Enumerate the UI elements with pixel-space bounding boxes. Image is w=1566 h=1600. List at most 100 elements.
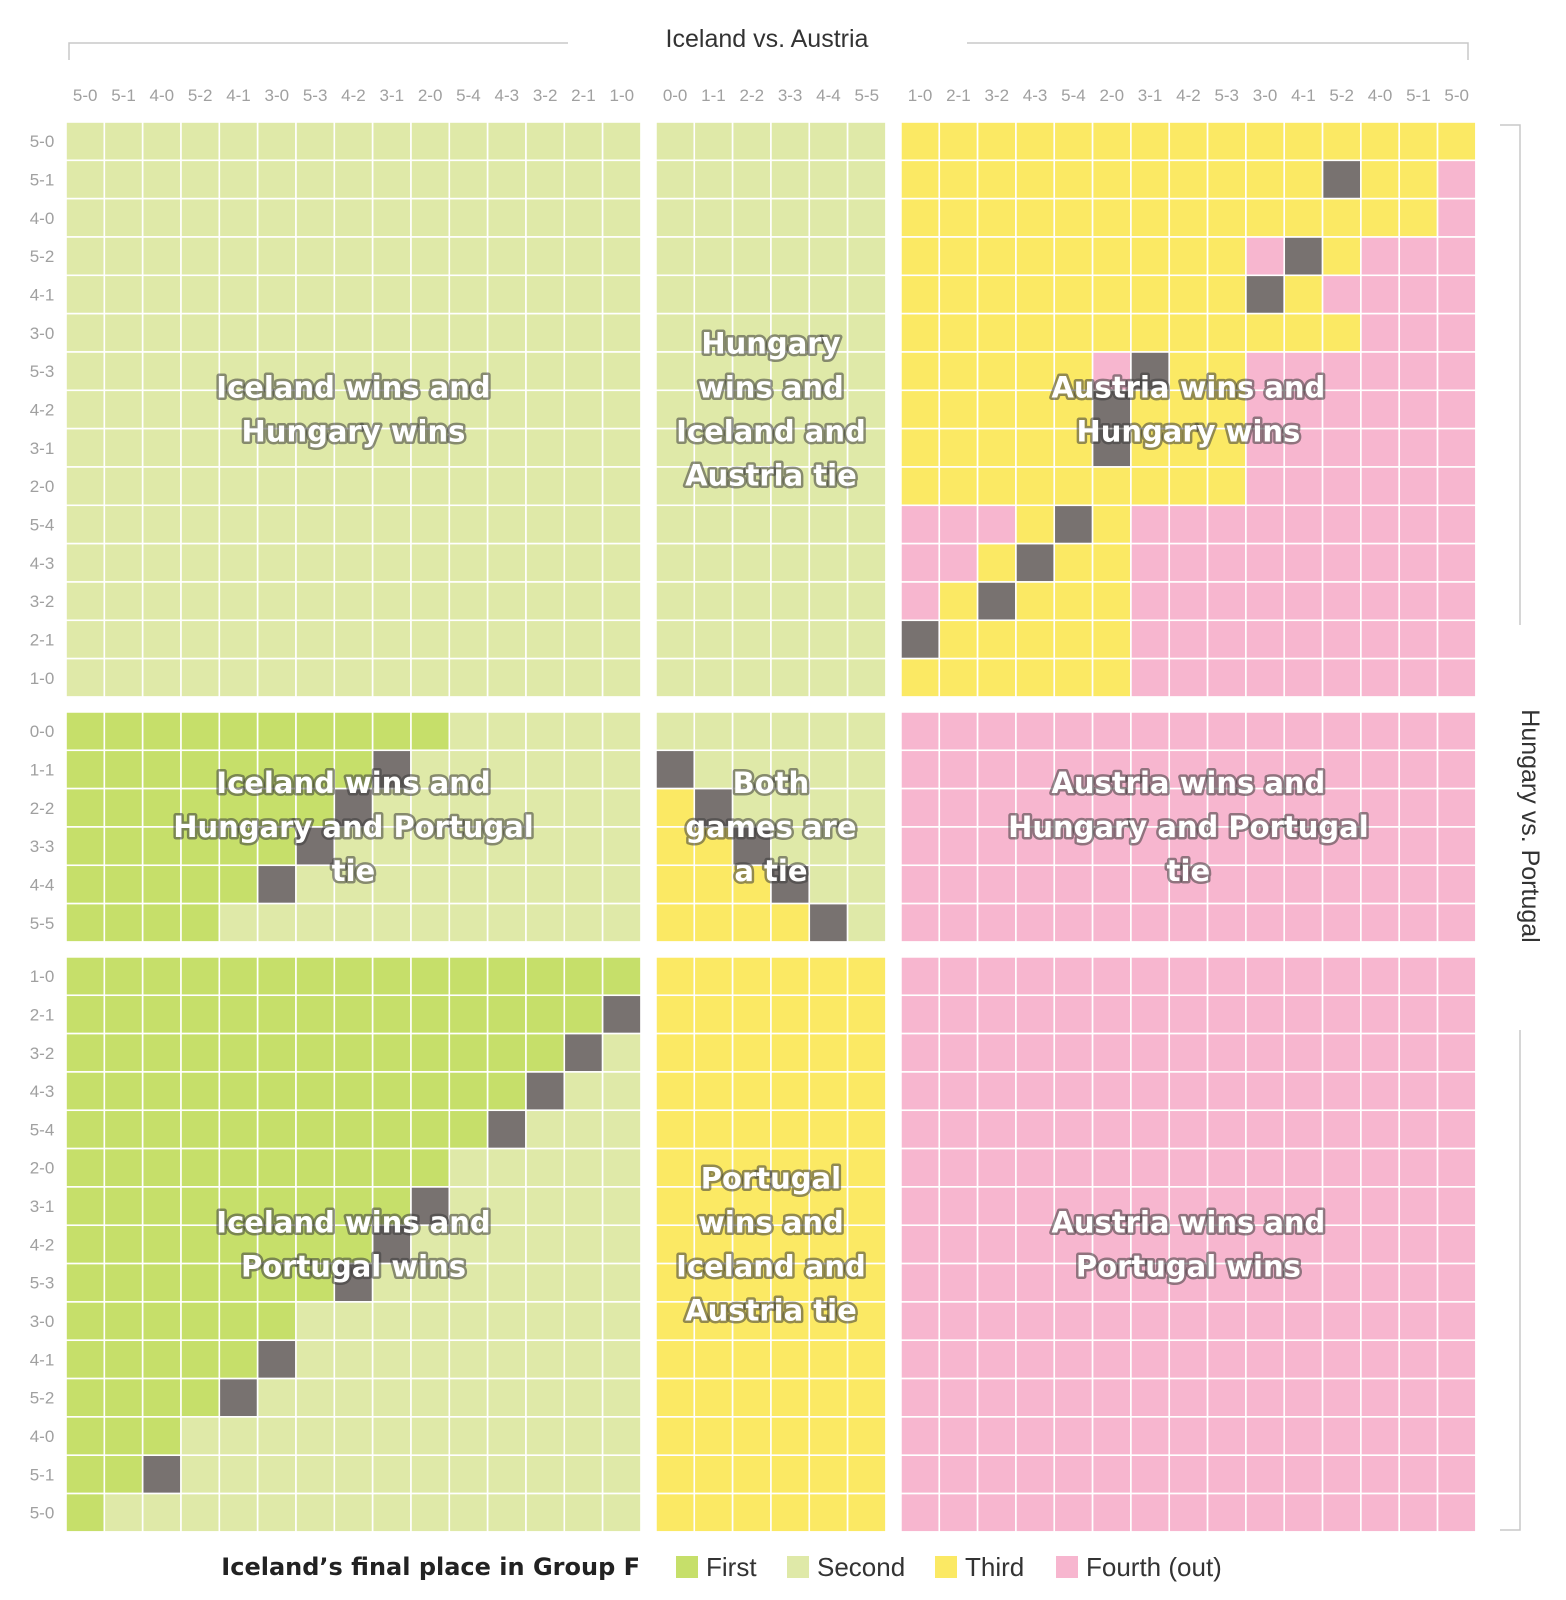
outcome-cell — [371, 619, 412, 660]
outcome-cell — [1053, 1071, 1094, 1112]
x-tick-label: 5-0 — [1444, 86, 1469, 105]
outcome-cell — [1206, 1147, 1247, 1188]
outcome-cell — [1436, 749, 1477, 790]
outcome-cell — [1321, 1262, 1362, 1303]
outcome-cell — [333, 351, 374, 392]
exact-tie-cell — [256, 1339, 297, 1380]
block-label: Iceland and — [676, 1249, 866, 1283]
outcome-cell — [180, 159, 221, 200]
outcome-cell — [525, 1377, 566, 1418]
outcome-cell — [218, 1186, 259, 1227]
outcome-cell — [693, 504, 734, 545]
outcome-cell — [486, 274, 527, 315]
outcome-cell — [218, 1262, 259, 1303]
outcome-cell — [1436, 274, 1477, 315]
outcome-cell — [1398, 159, 1439, 200]
outcome-cell — [1398, 121, 1439, 162]
exact-tie-cell — [525, 1071, 566, 1112]
outcome-cell — [1321, 504, 1362, 545]
outcome-cell — [655, 1377, 696, 1418]
outcome-cell — [1321, 312, 1362, 353]
outcome-cell — [141, 542, 182, 583]
outcome-cell — [333, 711, 374, 752]
outcome-cell — [180, 619, 221, 660]
outcome-cell — [1015, 504, 1056, 545]
outcome-cell — [371, 351, 412, 392]
y-tick-label: 5-2 — [30, 247, 55, 266]
outcome-cell — [1053, 312, 1094, 353]
outcome-cell — [180, 1454, 221, 1495]
outcome-cell — [1436, 1071, 1477, 1112]
outcome-cell — [693, 1032, 734, 1073]
outcome-cell — [900, 466, 941, 507]
outcome-cell — [846, 1262, 887, 1303]
outcome-cell — [1436, 121, 1477, 162]
outcome-cell — [976, 1147, 1017, 1188]
outcome-cell — [448, 197, 489, 238]
outcome-cell — [180, 1339, 221, 1380]
outcome-cell — [770, 159, 811, 200]
outcome-cell — [1168, 1147, 1209, 1188]
outcome-cell — [65, 1492, 106, 1533]
outcome-cell — [731, 1109, 772, 1150]
outcome-cell — [1015, 956, 1056, 997]
outcome-cell — [770, 236, 811, 277]
outcome-cell — [1283, 619, 1324, 660]
exact-tie-cell — [141, 1454, 182, 1495]
outcome-cell — [1321, 197, 1362, 238]
outcome-cell — [938, 581, 979, 622]
outcome-cell — [448, 1109, 489, 1150]
y-tick-label: 3-2 — [30, 1044, 55, 1063]
outcome-cell — [693, 121, 734, 162]
outcome-cell — [1053, 994, 1094, 1035]
outcome-cell — [1398, 1377, 1439, 1418]
outcome-cell — [1321, 581, 1362, 622]
outcome-cell — [410, 236, 451, 277]
outcome-cell — [1206, 312, 1247, 353]
exact-tie-cell — [256, 864, 297, 905]
outcome-cell — [486, 711, 527, 752]
outcome-cell — [1091, 864, 1132, 905]
outcome-cell — [1398, 826, 1439, 867]
y-tick-label: 3-3 — [30, 837, 55, 856]
outcome-cell — [1283, 1454, 1324, 1495]
x-tick-label: 1-0 — [609, 86, 634, 105]
outcome-cell — [180, 657, 221, 698]
outcome-cell — [141, 159, 182, 200]
outcome-cell — [1130, 1339, 1171, 1380]
outcome-cell — [1360, 1109, 1401, 1150]
outcome-cell — [295, 159, 336, 200]
outcome-cell — [333, 657, 374, 698]
outcome-cell — [448, 121, 489, 162]
outcome-cell — [900, 1109, 941, 1150]
outcome-cell — [731, 274, 772, 315]
outcome-cell — [65, 504, 106, 545]
outcome-cell — [900, 787, 941, 828]
outcome-cell — [1245, 236, 1286, 277]
outcome-cell — [693, 864, 734, 905]
outcome-cell — [65, 1109, 106, 1150]
outcome-cell — [448, 1301, 489, 1342]
outcome-cell — [1436, 1377, 1477, 1418]
outcome-cell — [731, 159, 772, 200]
outcome-cell — [693, 581, 734, 622]
outcome-cell — [141, 274, 182, 315]
outcome-cell — [1168, 902, 1209, 943]
outcome-cell — [1398, 197, 1439, 238]
outcome-cell — [1130, 389, 1171, 430]
outcome-cell — [410, 1109, 451, 1150]
outcome-cell — [976, 826, 1017, 867]
outcome-cell — [141, 466, 182, 507]
outcome-cell — [1206, 1492, 1247, 1533]
outcome-cell — [1053, 542, 1094, 583]
outcome-cell — [846, 1416, 887, 1457]
outcome-cell — [141, 312, 182, 353]
outcome-cell — [180, 749, 221, 790]
outcome-cell — [525, 1301, 566, 1342]
outcome-cell — [693, 1416, 734, 1457]
outcome-cell — [256, 711, 297, 752]
outcome-cell — [141, 1492, 182, 1533]
outcome-cell — [525, 197, 566, 238]
outcome-cell — [180, 1492, 221, 1533]
